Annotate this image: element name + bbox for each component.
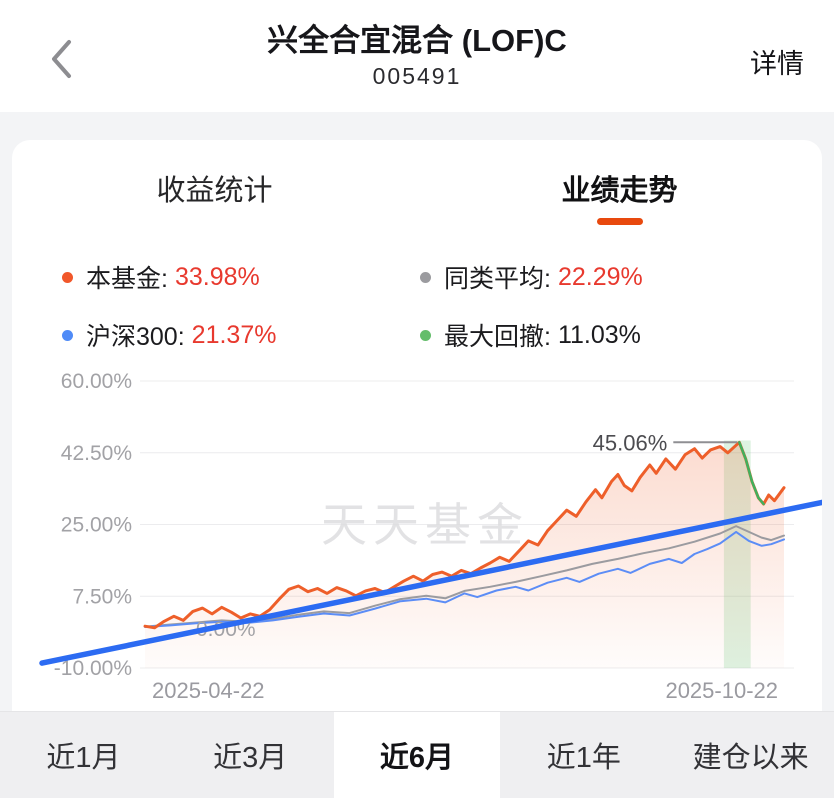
detail-link[interactable]: 详情 [750,49,804,79]
y-tick-label: 60.00% [61,370,132,393]
y-tick-label: 7.50% [72,585,132,608]
fund-dot-icon [62,271,73,283]
legend-item-category-average: 同类平均: 22.29% [420,259,822,295]
legend-label: 同类平均: [444,265,551,293]
period-tab-since-inception[interactable]: 建仓以来 [692,742,809,774]
fund-code: 005491 [372,62,462,89]
legend-value: 33.98% [174,262,260,291]
legend-item-csi300: 沪深300: 21.37% [62,317,420,353]
x-label-end: 2025-10-22 [665,678,778,703]
csi300-dot-icon [62,329,73,341]
tab-income-stats-label: 收益统计 [156,175,273,207]
series-line-2 [144,530,785,628]
legend-label: 沪深300: [86,323,185,351]
chevron-left-icon [52,40,71,78]
page-title: 兴全合宜混合 (LOF)C [267,23,567,59]
y-tick-label: -10.00% [54,657,132,680]
max-drawdown-dot-icon [420,329,431,341]
tab-performance-trend-label: 业绩走势 [561,175,678,207]
y-tick-label: 25.00% [61,514,132,537]
back-button[interactable] [44,36,78,82]
legend-item-max-drawdown: 最大回撤: 11.03% [420,317,822,353]
legend-item-fund: 本基金: 33.98% [62,259,420,295]
drawdown-segment [738,441,765,506]
period-tab-6m[interactable]: 近6月 [333,712,501,798]
y-tick-label: 42.50% [61,442,132,465]
active-tab-underline [596,218,643,225]
header-titles: 兴全合宜混合 (LOF)C 005491 [0,0,834,112]
legend-label: 最大回撤: [444,323,551,351]
legend-value: 22.29% [557,262,643,291]
performance-chart[interactable]: 60.00% 42.50% 25.00% 7.50% -10.00% 天天基金 45.06%… [12,361,822,706]
legend-label: 本基金: [86,265,168,293]
period-tab-bar: 近1月 近3月 近6月 近1年 建仓以来 [0,711,834,798]
card-tabs: 收益统计 业绩走势 [12,140,822,225]
period-tab-1y[interactable]: 近1年 [546,742,621,774]
tab-income-stats[interactable]: 收益统计 [12,174,417,225]
tab-performance-trend[interactable]: 业绩走势 [417,174,822,225]
performance-card: 收益统计 业绩走势 本基金: 33.98% 同类平均: 22.29% 沪深300… [12,140,822,712]
watermark: 天天基金 [321,499,529,551]
trend-line[interactable] [39,499,822,666]
category-average-dot-icon [420,271,431,283]
period-tab-3m[interactable]: 近3月 [213,742,288,774]
x-label-start: 2025-04-22 [152,678,265,703]
legend-value: 21.37% [191,320,277,349]
legend: 本基金: 33.98% 同类平均: 22.29% 沪深300: 21.37% 最… [12,225,822,353]
app-header: 兴全合宜混合 (LOF)C 005491 详情 [0,0,834,112]
period-tab-1m[interactable]: 近1月 [46,742,121,774]
peak-annotation-label: 45.06% [593,430,668,455]
legend-value: 11.03% [557,320,641,349]
